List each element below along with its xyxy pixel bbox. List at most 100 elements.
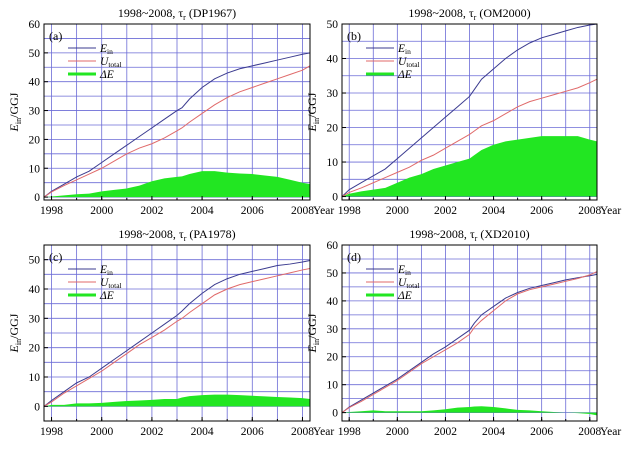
y-tick-label: 10 [29, 163, 41, 175]
x-tick-label: 2000 [90, 205, 113, 217]
y-tick-label: 60 [327, 240, 339, 252]
chart-title-paren: (PA1978) [186, 227, 235, 241]
legend-entry-main: E [397, 264, 405, 276]
y-axis-label-main: E [7, 344, 21, 353]
series-area-delta-e [44, 171, 310, 198]
y-axis-label-subscript: in [14, 339, 23, 345]
legend-entry-main: U [100, 56, 109, 68]
legend-entry-subscript: total [406, 60, 419, 69]
x-axis-label: Year [313, 205, 334, 217]
x-tick-label: 2006 [241, 205, 264, 217]
y-axis-label: Ein/GGJ [7, 92, 23, 132]
chart-panel-1: 1998~2008, τr (DP1967) 1998 2000 2002 2004 20… [7, 6, 334, 217]
x-tick-label: 2004 [191, 426, 214, 438]
x-tick-label: 2006 [241, 426, 264, 438]
chart-title-subscript: r [183, 13, 186, 22]
legend-entry-subscript: in [107, 268, 113, 277]
legend-entry-subscript: in [405, 268, 411, 277]
x-tick-label: 2004 [191, 205, 214, 217]
chart-title-paren: (DP1967) [186, 6, 236, 20]
x-tick-label: 2002 [140, 426, 163, 438]
y-tick-label: 40 [327, 296, 339, 308]
y-axis-label: Ein/GGJ [7, 313, 23, 353]
chart-title-text: 1998~2008, τ [118, 227, 183, 241]
y-tick-label: 50 [29, 255, 41, 267]
x-tick-label: 2006 [530, 205, 553, 217]
chart-panel-2: 1998~2008, τr (OM2000) 1998 2000 2002 2004 20… [305, 6, 621, 217]
chart-panel-3: 1998~2008, τr (PA1978) 1998 2000 2002 2004 20… [7, 227, 334, 438]
series-line-e-in [43, 52, 311, 198]
x-tick-label: 2000 [90, 426, 113, 438]
legend-entry: Utotal [100, 56, 122, 69]
legend-entry-main: E [99, 43, 107, 55]
y-axis-label-unit: /GGJ [305, 313, 319, 339]
series-line-u-total [43, 267, 311, 407]
x-tick-label: 2008 [578, 426, 601, 438]
y-tick-label: 40 [29, 77, 41, 89]
y-tick-label: 60 [29, 19, 41, 31]
y-axis-label: Ein/GGJ [305, 313, 321, 353]
chart-title-paren: (OM2000) [476, 6, 530, 20]
y-axis-label-subscript: in [312, 118, 321, 124]
y-tick-label: 20 [29, 134, 41, 146]
series-line-e-in [341, 273, 598, 414]
y-tick-label: 30 [29, 313, 41, 325]
series-line-u-total [341, 78, 598, 197]
legend-entry: ΔE [99, 69, 114, 81]
series-line-e-in [43, 260, 311, 407]
chart-title-paren: (XD2010) [477, 227, 529, 241]
y-axis-label-unit: /GGJ [7, 313, 21, 339]
y-tick-label: 0 [34, 401, 40, 413]
x-tick-label: 2008 [291, 205, 314, 217]
legend-entry-main: E [397, 43, 405, 55]
legend-entry: ΔE [397, 290, 412, 302]
x-axis-label: Year [600, 426, 621, 438]
x-tick-label: 2008 [291, 426, 314, 438]
series-area-delta-e [342, 136, 597, 197]
y-axis-label-main: E [305, 123, 319, 132]
legend-entry-main: U [100, 277, 109, 289]
y-tick-label: 40 [327, 54, 339, 66]
x-tick-label: 2002 [434, 426, 457, 438]
x-axis-label: Year [313, 426, 334, 438]
x-axis-label: Year [600, 205, 621, 217]
panel-label: (d) [347, 250, 361, 264]
legend-entry-subscript: total [406, 281, 419, 290]
y-axis-label: Ein/GGJ [305, 92, 321, 132]
x-tick-label: 2000 [386, 205, 409, 217]
y-axis-label-unit: /GGJ [7, 92, 21, 118]
series-line-u-total [341, 271, 598, 414]
y-tick-label: 0 [34, 192, 40, 204]
legend-entry: ΔE [397, 69, 412, 81]
x-tick-label: 2002 [140, 205, 163, 217]
x-tick-label: 2002 [434, 205, 457, 217]
x-tick-label: 1998 [40, 426, 63, 438]
y-tick-label: 0 [332, 408, 338, 420]
panel-label: (b) [347, 29, 361, 43]
x-tick-label: 2008 [578, 205, 601, 217]
legend-entry: Utotal [100, 277, 122, 290]
chart-title-text: 1998~2008, τ [409, 227, 474, 241]
y-axis-label-subscript: in [312, 339, 321, 345]
y-axis-label-subscript: in [14, 118, 23, 124]
series-area-delta-e [44, 394, 310, 407]
y-tick-label: 20 [327, 123, 339, 135]
legend-entry-main: U [398, 56, 407, 68]
chart-title: 1998~2008, τr (OM2000) [408, 6, 530, 22]
legend-entry-main: E [99, 264, 107, 276]
y-axis-label-main: E [7, 123, 21, 132]
y-tick-label: 50 [327, 19, 339, 31]
legend-entry: Ein [397, 264, 411, 277]
x-tick-label: 2004 [482, 426, 505, 438]
legend-entry-main: ΔE [99, 290, 114, 302]
legend-entry: Utotal [398, 277, 420, 290]
chart-title: 1998~2008, τr (DP1967) [118, 6, 236, 22]
legend-entry: ΔE [99, 290, 114, 302]
x-tick-label: 2000 [386, 426, 409, 438]
x-tick-label: 1998 [338, 426, 361, 438]
series-line-e-in [341, 23, 598, 197]
panel-label: (a) [49, 29, 62, 43]
x-tick-label: 1998 [40, 205, 63, 217]
y-axis-label-unit: /GGJ [305, 92, 319, 118]
